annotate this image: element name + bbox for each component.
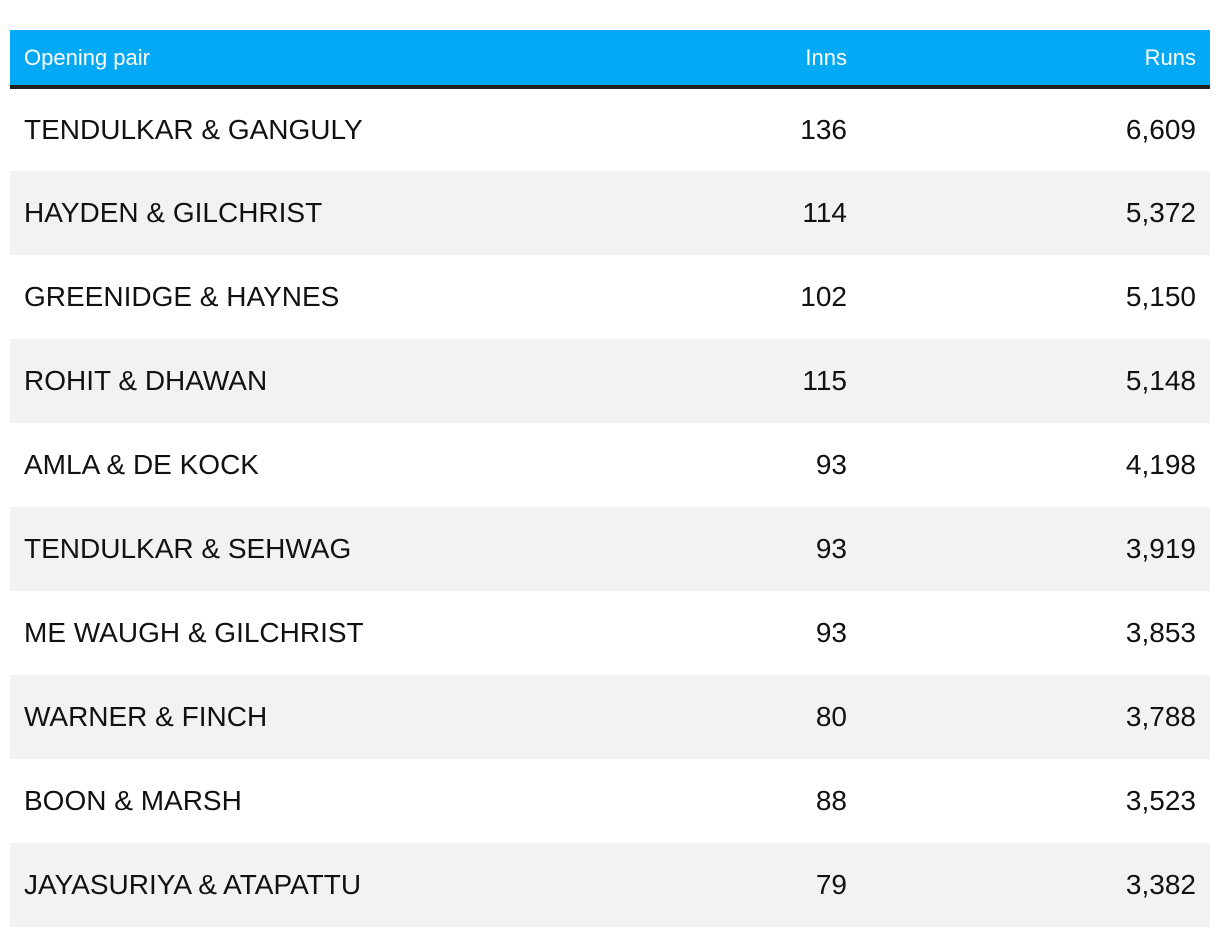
opening-pairs-table: Opening pair Inns Runs TENDULKAR & GANGU…: [10, 30, 1210, 927]
cell-opening-pair: BOON & MARSH: [24, 785, 242, 816]
cell-opening-pair: WARNER & FINCH: [24, 701, 268, 732]
cell-runs: 3,788: [1125, 701, 1196, 732]
column-header-opening-pair: Opening pair: [10, 30, 630, 89]
cell-opening-pair: GREENIDGE & HAYNES: [24, 281, 340, 312]
cell-inns: 93: [815, 449, 847, 480]
cell-runs: 5,150: [1125, 281, 1196, 312]
cell-opening-pair: AMLA & DE KOCK: [24, 449, 259, 480]
cell-inns: 102: [800, 281, 847, 312]
cell-inns: 88: [815, 785, 847, 816]
cell-opening-pair: TENDULKAR & SEHWAG: [24, 533, 352, 564]
table-body: TENDULKAR & GANGULY 136 6,609 HAYDEN & G…: [10, 87, 1210, 927]
table-row: BOON & MARSH 88 3,523: [10, 759, 1210, 843]
opening-pairs-table-container: Opening pair Inns Runs TENDULKAR & GANGU…: [10, 30, 1210, 927]
cell-opening-pair: ME WAUGH & GILCHRIST: [24, 617, 364, 648]
cell-runs: 5,372: [1125, 197, 1196, 228]
header-row: Opening pair Inns Runs: [10, 30, 1210, 89]
table-row: HAYDEN & GILCHRIST 114 5,372: [10, 171, 1210, 255]
cell-runs: 3,853: [1125, 617, 1196, 648]
cell-runs: 3,919: [1125, 533, 1196, 564]
table-row: AMLA & DE KOCK 93 4,198: [10, 423, 1210, 507]
column-header-runs: Runs: [850, 30, 1210, 89]
table-row: WARNER & FINCH 80 3,788: [10, 675, 1210, 759]
table-row: JAYASURIYA & ATAPATTU 79 3,382: [10, 843, 1210, 927]
cell-runs: 3,382: [1125, 869, 1196, 900]
table-row: TENDULKAR & SEHWAG 93 3,919: [10, 507, 1210, 591]
cell-inns: 79: [815, 869, 847, 900]
cell-runs: 6,609: [1125, 114, 1196, 145]
cell-runs: 5,148: [1125, 365, 1196, 396]
cell-opening-pair: TENDULKAR & GANGULY: [24, 114, 363, 145]
cell-opening-pair: ROHIT & DHAWAN: [24, 365, 268, 396]
cell-inns: 114: [802, 197, 847, 228]
cell-inns: 93: [815, 617, 847, 648]
table-row: GREENIDGE & HAYNES 102 5,150: [10, 255, 1210, 339]
cell-inns: 93: [815, 533, 847, 564]
table-row: ME WAUGH & GILCHRIST 93 3,853: [10, 591, 1210, 675]
table-row: ROHIT & DHAWAN 115 5,148: [10, 339, 1210, 423]
column-header-inns: Inns: [630, 30, 850, 89]
cell-opening-pair: JAYASURIYA & ATAPATTU: [24, 869, 362, 900]
cell-opening-pair: HAYDEN & GILCHRIST: [24, 197, 323, 228]
cell-inns: 136: [800, 114, 847, 145]
cell-inns: 115: [802, 365, 847, 396]
table-row: TENDULKAR & GANGULY 136 6,609: [10, 87, 1210, 171]
cell-inns: 80: [815, 701, 847, 732]
cell-runs: 3,523: [1125, 785, 1196, 816]
table-header: Opening pair Inns Runs: [10, 30, 1210, 89]
cell-runs: 4,198: [1125, 449, 1196, 480]
